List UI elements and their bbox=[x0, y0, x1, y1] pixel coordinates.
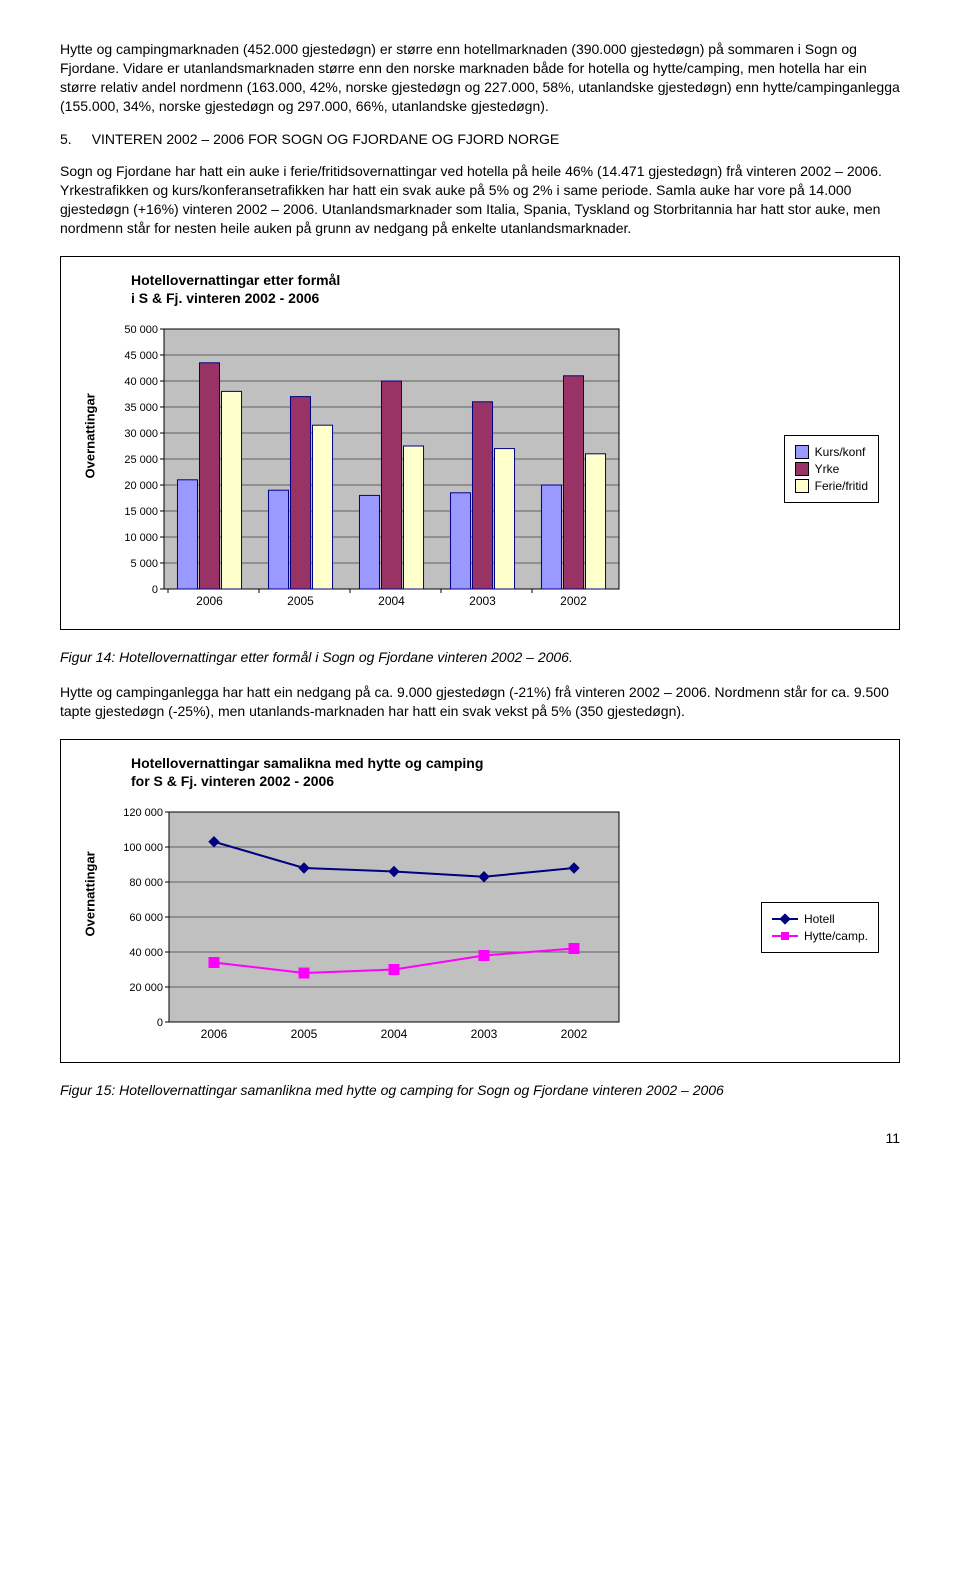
legend-item: Kurs/konf bbox=[795, 445, 868, 459]
svg-text:5 000: 5 000 bbox=[130, 558, 158, 570]
svg-text:2005: 2005 bbox=[291, 1027, 318, 1041]
svg-text:15 000: 15 000 bbox=[124, 506, 158, 518]
chart-line-compare: Hotellovernattingar samalikna med hytte … bbox=[60, 739, 900, 1063]
legend-item: Hotell bbox=[772, 912, 868, 926]
legend-swatch bbox=[795, 445, 809, 459]
paragraph: Hytte og campinganlegga har hatt ein ned… bbox=[60, 683, 900, 721]
chart-title: Hotellovernattingar samalikna med hytte … bbox=[131, 754, 879, 790]
svg-text:100 000: 100 000 bbox=[123, 842, 163, 854]
svg-text:2002: 2002 bbox=[561, 1027, 588, 1041]
svg-text:80 000: 80 000 bbox=[129, 877, 163, 889]
legend-label: Hytte/camp. bbox=[804, 929, 868, 943]
bar-chart-svg: 0 5 000 10 000 15 000 20 000 25 000 30 000 35 0… bbox=[109, 319, 629, 619]
legend-swatch bbox=[772, 913, 798, 925]
page-number: 11 bbox=[60, 1130, 900, 1146]
svg-text:0: 0 bbox=[157, 1017, 163, 1029]
svg-text:2006: 2006 bbox=[201, 1027, 228, 1041]
chart-legend: Kurs/konf Yrke Ferie/fritid bbox=[784, 435, 879, 503]
svg-text:120 000: 120 000 bbox=[123, 807, 163, 819]
legend-label: Hotell bbox=[804, 912, 835, 926]
svg-text:20 000: 20 000 bbox=[124, 480, 158, 492]
legend-label: Yrke bbox=[815, 462, 840, 476]
legend-swatch bbox=[772, 930, 798, 942]
section-heading: 5. VINTEREN 2002 – 2006 FOR SOGN OG FJOR… bbox=[60, 130, 900, 149]
svg-text:30 000: 30 000 bbox=[124, 428, 158, 440]
chart-legend: Hotell Hytte/camp. bbox=[761, 902, 879, 953]
svg-text:60 000: 60 000 bbox=[129, 912, 163, 924]
figure-caption: Figur 14: Hotellovernattingar etter form… bbox=[60, 648, 900, 667]
svg-text:2003: 2003 bbox=[471, 1027, 498, 1041]
svg-text:2004: 2004 bbox=[381, 1027, 408, 1041]
svg-text:2005: 2005 bbox=[287, 594, 314, 608]
svg-text:50 000: 50 000 bbox=[124, 324, 158, 336]
section-title: VINTEREN 2002 – 2006 FOR SOGN OG FJORDAN… bbox=[92, 130, 560, 149]
chart-bar-formal: Hotellovernattingar etter formåli S & Fj… bbox=[60, 256, 900, 630]
svg-text:0: 0 bbox=[152, 584, 158, 596]
svg-text:40 000: 40 000 bbox=[124, 376, 158, 388]
svg-text:40 000: 40 000 bbox=[129, 947, 163, 959]
paragraph: Sogn og Fjordane har hatt ein auke i fer… bbox=[60, 162, 900, 238]
line-chart-svg: 0 20 000 40 000 60 000 80 000 100 000 120 000 2… bbox=[109, 802, 629, 1052]
legend-swatch bbox=[795, 479, 809, 493]
svg-text:35 000: 35 000 bbox=[124, 402, 158, 414]
section-number: 5. bbox=[60, 130, 72, 149]
svg-text:45 000: 45 000 bbox=[124, 350, 158, 362]
chart-title: Hotellovernattingar etter formåli S & Fj… bbox=[131, 271, 879, 307]
svg-text:20 000: 20 000 bbox=[129, 982, 163, 994]
legend-item: Ferie/fritid bbox=[795, 479, 868, 493]
paragraph: Hytte og campingmarknaden (452.000 gjest… bbox=[60, 40, 900, 116]
legend-label: Ferie/fritid bbox=[815, 479, 868, 493]
svg-text:2006: 2006 bbox=[196, 594, 223, 608]
legend-item: Yrke bbox=[795, 462, 868, 476]
svg-text:2003: 2003 bbox=[469, 594, 496, 608]
svg-text:2004: 2004 bbox=[378, 594, 405, 608]
svg-text:2002: 2002 bbox=[560, 594, 587, 608]
legend-label: Kurs/konf bbox=[815, 445, 866, 459]
y-axis-label: Overnattingar bbox=[83, 460, 98, 478]
legend-swatch bbox=[795, 462, 809, 476]
legend-item: Hytte/camp. bbox=[772, 929, 868, 943]
figure-caption: Figur 15: Hotellovernattingar samanlikna… bbox=[60, 1081, 900, 1100]
svg-text:25 000: 25 000 bbox=[124, 454, 158, 466]
y-axis-label: Overnattingar bbox=[83, 918, 98, 936]
svg-text:10 000: 10 000 bbox=[124, 532, 158, 544]
